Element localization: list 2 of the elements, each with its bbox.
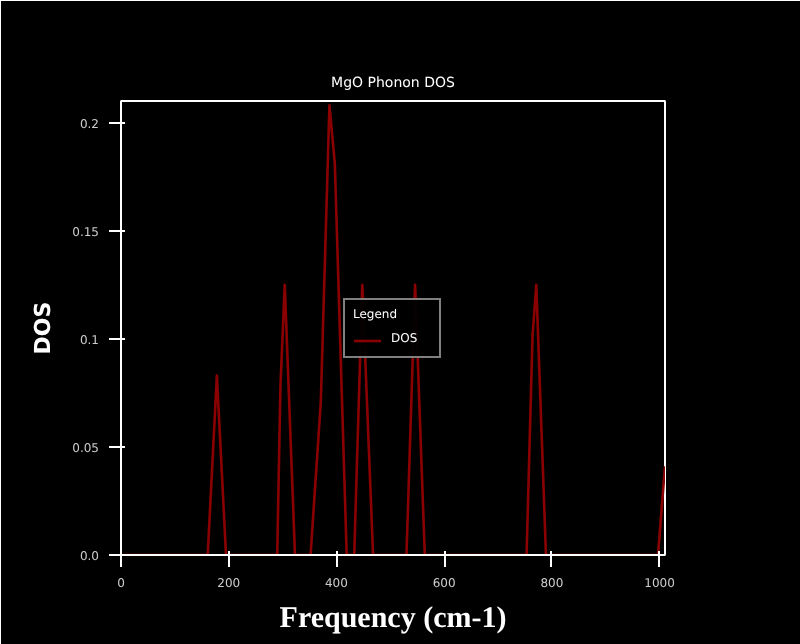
x-axis-title: Frequency (cm-1) [279,603,507,635]
y-axis-title: DOS [30,301,57,355]
